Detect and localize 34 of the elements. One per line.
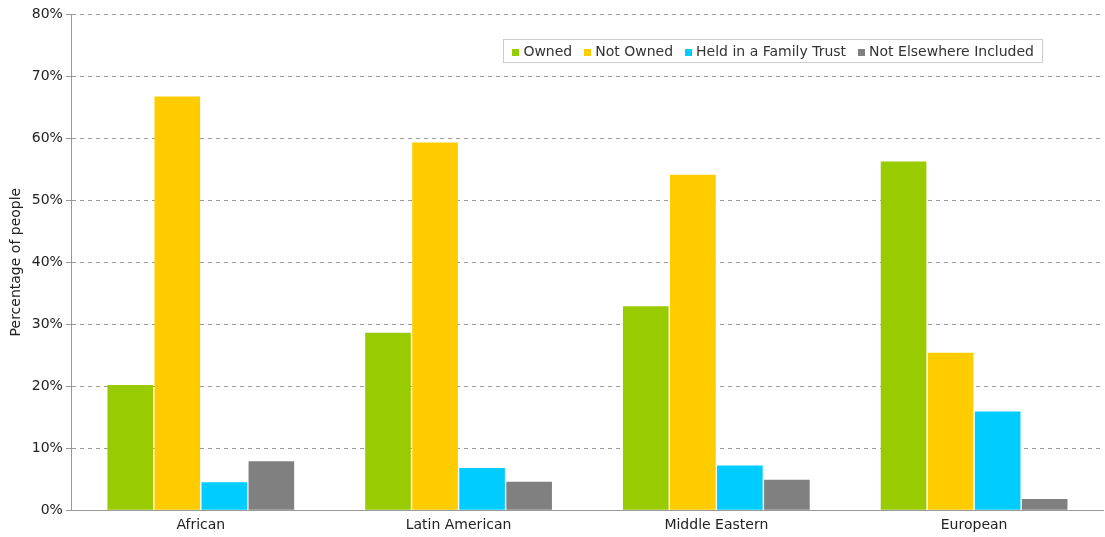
bar (974, 411, 1021, 510)
legend-label: Not Owned (594, 43, 674, 59)
bar (248, 461, 295, 510)
bar (201, 482, 248, 510)
y-tick-label: 40% (31, 252, 63, 269)
bar (506, 481, 552, 510)
bar (927, 352, 974, 510)
bar (880, 161, 927, 510)
y-tick-label: 0% (40, 500, 63, 517)
x-tick-label: European (940, 516, 1008, 533)
x-tick-label: African (176, 516, 226, 533)
y-tick-label: 30% (31, 314, 63, 331)
y-tick-label: 70% (31, 66, 63, 83)
bar (622, 306, 669, 510)
y-tick-label: 20% (31, 376, 63, 393)
y-tick-label: 50% (31, 190, 63, 207)
bar (365, 332, 411, 510)
legend-label: Owned (522, 43, 573, 59)
legend-label: Not Elsewhere Included (868, 43, 1034, 59)
bar (154, 96, 201, 510)
bar (459, 468, 505, 510)
y-tick-label: 60% (31, 128, 63, 145)
bar (1021, 499, 1068, 510)
y-tick-label: 10% (31, 438, 63, 455)
y-tick-label: 80% (31, 4, 63, 21)
bar (764, 479, 810, 510)
legend-label: Held in a Family Trust (695, 43, 847, 59)
bar (717, 465, 763, 510)
bar (412, 142, 458, 510)
x-tick-label: Latin American (405, 516, 512, 533)
y-axis-title: Percentage of people (7, 187, 24, 337)
bar (107, 384, 154, 510)
bar (670, 174, 716, 510)
x-tick-label: Middle Eastern (664, 516, 769, 533)
